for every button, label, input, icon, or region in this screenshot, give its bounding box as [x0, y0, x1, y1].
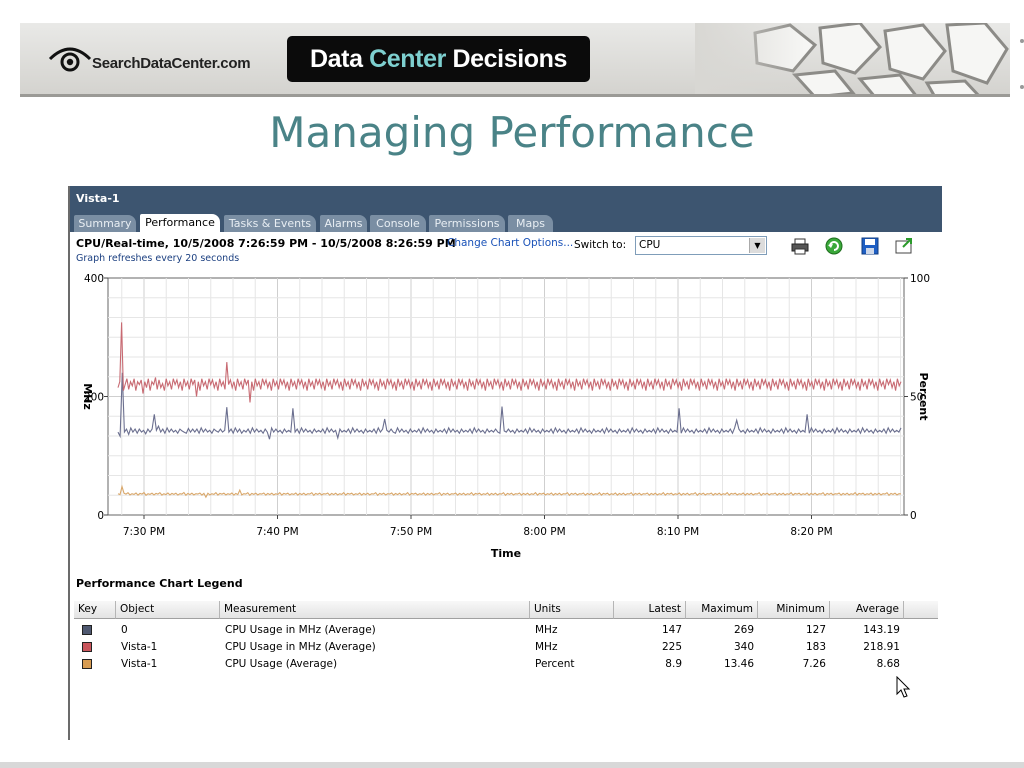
y-left-tick-label: 200	[84, 392, 104, 404]
y-right-tick-label: 50	[910, 392, 923, 404]
switch-to-dropdown[interactable]: CPU ▼	[635, 236, 767, 255]
brand-part-3: Decisions	[445, 45, 567, 73]
legend-maximum: 269	[733, 624, 754, 636]
print-icon[interactable]	[790, 236, 810, 256]
switch-to-value: CPU	[639, 239, 661, 251]
legend-units: MHz	[535, 624, 558, 636]
y-right-tick-label: 0	[910, 510, 917, 522]
save-icon[interactable]	[860, 236, 880, 256]
y-left-tick-label: 0	[97, 510, 104, 522]
vm-name: Vista-1	[76, 192, 120, 205]
legend-latest: 225	[661, 641, 682, 653]
export-icon[interactable]	[894, 236, 914, 256]
legend-swatch-2	[82, 659, 92, 669]
refresh-icon[interactable]	[824, 236, 844, 256]
series-line-1	[117, 322, 902, 403]
header-banner: SearchDataCenter.com Data Center Decisio…	[20, 23, 1010, 97]
tab-alarms[interactable]: Alarms	[320, 215, 367, 232]
legend-header-maximum[interactable]: Maximum	[686, 601, 758, 619]
y-left-axis-label: MHz	[81, 383, 94, 410]
x-axis-label: Time	[491, 547, 521, 560]
legend-latest: 147	[661, 624, 682, 636]
legend-object: Vista-1	[121, 658, 158, 670]
tab-console[interactable]: Console	[370, 215, 426, 232]
legend-units: Percent	[535, 658, 575, 670]
legend-header-measurement[interactable]: Measurement	[220, 601, 530, 619]
change-chart-options-link[interactable]: Change Chart Options...	[447, 237, 574, 249]
legend-minimum: 183	[805, 641, 826, 653]
tab-performance[interactable]: Performance	[140, 214, 220, 232]
y-right-axis-label: Percent	[917, 372, 930, 420]
legend-average: 143.19	[863, 624, 900, 636]
mouse-cursor-icon	[896, 676, 911, 698]
legend-header-minimum[interactable]: Minimum	[758, 601, 830, 619]
site-logo-text: SearchDataCenter.com	[92, 55, 251, 72]
chevron-down-icon[interactable]: ▼	[749, 238, 765, 253]
series-line-0	[117, 372, 902, 441]
legend-header-object[interactable]: Object	[116, 601, 220, 619]
y-left-tick-label: 400	[84, 273, 104, 285]
legend-header-key[interactable]: Key	[74, 601, 116, 619]
window-header: Vista-1 Summary Performance Tasks & Even…	[70, 186, 942, 232]
y-right-tick-label: 100	[910, 273, 930, 285]
legend-header-filler	[904, 601, 938, 619]
legend-header-units[interactable]: Units	[530, 601, 614, 619]
legend-object: Vista-1	[121, 641, 158, 653]
brand-part-2: Center	[369, 45, 446, 73]
legend-maximum: 340	[733, 641, 754, 653]
tab-permissions[interactable]: Permissions	[429, 215, 505, 232]
legend-average: 8.68	[876, 658, 900, 670]
refresh-note: Graph refreshes every 20 seconds	[76, 253, 240, 264]
eye-logo-icon	[48, 47, 92, 72]
tab-summary[interactable]: Summary	[74, 215, 136, 232]
legend-minimum: 7.26	[802, 658, 826, 670]
legend-swatch-0	[82, 625, 92, 635]
tab-tasks-events[interactable]: Tasks & Events	[224, 215, 316, 232]
legend-average: 218.91	[863, 641, 900, 653]
brand-part-1: Data	[310, 45, 370, 73]
legend-units: MHz	[535, 641, 558, 653]
legend-measurement: CPU Usage in MHz (Average)	[225, 624, 376, 636]
legend-swatch-1	[82, 642, 92, 652]
edge-decoration	[1020, 39, 1024, 89]
cpu-performance-chart: 7:30 PM 7:40 PM 7:50 PM 8:00 PM 8:10 PM 8:20 …	[81, 273, 930, 560]
legend-title: Performance Chart Legend	[76, 577, 243, 590]
series-line-2	[117, 484, 902, 499]
x-tick-label: 8:10 PM	[657, 526, 699, 538]
chart-title: CPU/Real-time, 10/5/2008 7:26:59 PM - 10…	[76, 237, 456, 250]
legend-object: 0	[121, 624, 128, 636]
brand-logo: Data Center Decisions	[287, 36, 590, 82]
legend-measurement: CPU Usage in MHz (Average)	[225, 641, 376, 653]
legend-header-latest[interactable]: Latest	[614, 601, 686, 619]
legend-header-average[interactable]: Average	[830, 601, 904, 619]
legend-latest: 8.9	[665, 658, 682, 670]
x-tick-label: 7:30 PM	[123, 526, 165, 538]
legend-minimum: 127	[805, 624, 826, 636]
legend-maximum: 13.46	[723, 658, 754, 670]
x-tick-label: 8:00 PM	[523, 526, 565, 538]
tab-maps[interactable]: Maps	[508, 215, 553, 232]
x-tick-label: 7:50 PM	[390, 526, 432, 538]
slide-footer-bar	[0, 762, 1024, 768]
banner-art-image	[695, 23, 1010, 94]
performance-window: Vista-1 Summary Performance Tasks & Even…	[68, 186, 942, 740]
legend-measurement: CPU Usage (Average)	[225, 658, 338, 670]
slide-title: Managing Performance	[269, 108, 755, 157]
x-tick-label: 7:40 PM	[256, 526, 298, 538]
switch-to-label: Switch to:	[574, 239, 627, 251]
x-tick-label: 8:20 PM	[790, 526, 832, 538]
